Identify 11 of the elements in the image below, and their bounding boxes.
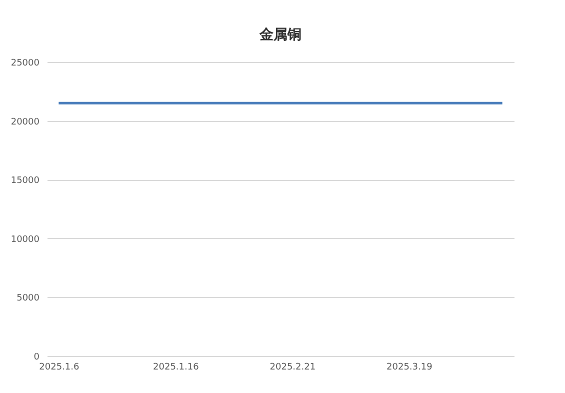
y-tick-label: 20000 [10,117,40,128]
chart-title: 金属铜 [258,27,302,43]
x-tick-label: 2025.1.16 [153,362,200,372]
y-tick-label: 25000 [10,58,40,68]
x-tick-label: 2025.3.19 [386,362,433,372]
y-tick-label: 15000 [10,176,40,186]
y-tick-label: 5000 [16,294,40,304]
x-tick-label: 2025.2.21 [270,362,316,372]
y-tick-label: 10000 [10,234,40,245]
x-tick-label: 2025.1.6 [39,362,80,372]
y-tick-label: 0 [34,352,40,362]
